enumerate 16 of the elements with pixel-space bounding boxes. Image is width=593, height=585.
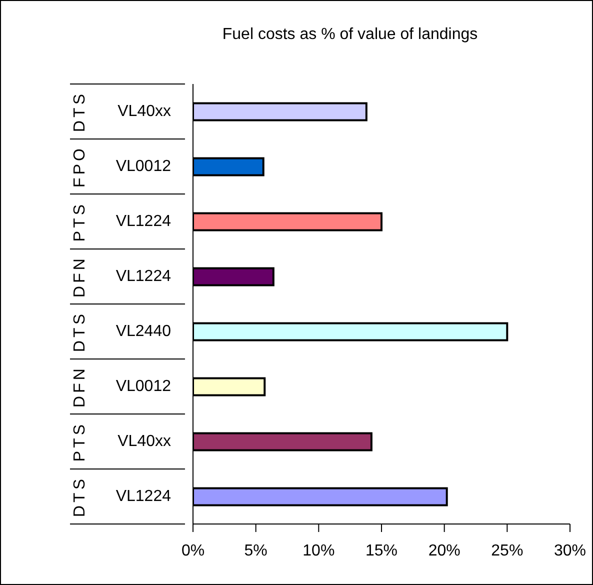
category-label: VL1224 DFN: [72, 256, 171, 298]
category-label: VL2440 DTS: [72, 311, 171, 352]
x-tick-label: 10%: [302, 542, 335, 560]
chart-title: Fuel costs as % of value of landings: [221, 26, 479, 44]
x-tick-label: 5%: [244, 542, 268, 560]
category-label: VL0012 FPO: [72, 146, 171, 188]
category-label: VL1224 PTS: [72, 201, 171, 242]
category-label: VL40xx DTS: [72, 91, 171, 132]
category-label: VL40xx PTS: [72, 421, 171, 462]
x-tick-label: 15%: [365, 542, 398, 560]
category-label: VL0012 DFN: [72, 366, 171, 408]
x-tick-label: 0%: [181, 542, 205, 560]
x-tick-label: 25%: [491, 542, 524, 560]
x-tick-label: 20%: [428, 542, 460, 560]
x-tick-label: 30%: [554, 542, 586, 560]
category-label: VL1224 DTS: [72, 476, 171, 517]
